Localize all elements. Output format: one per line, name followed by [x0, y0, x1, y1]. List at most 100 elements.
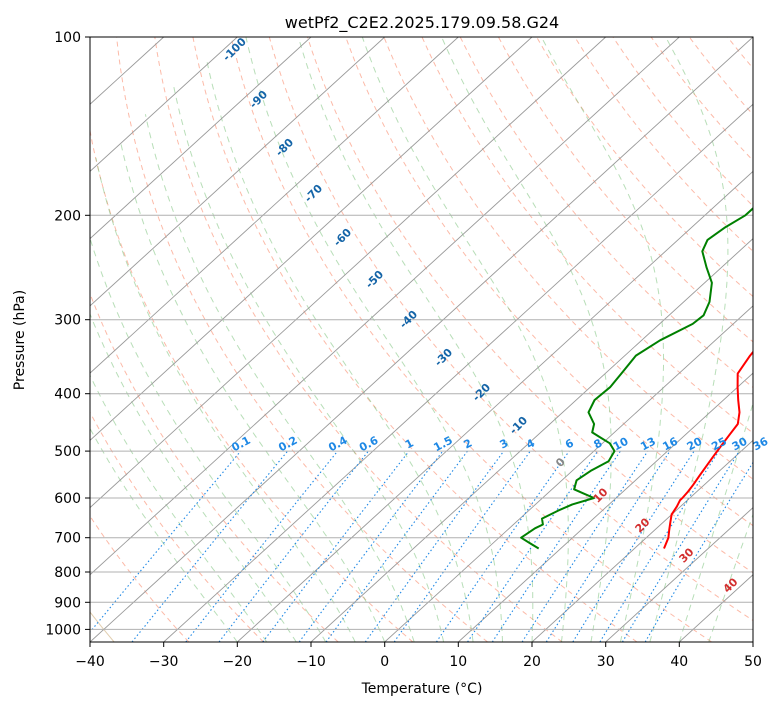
dry-adiabat — [536, 37, 753, 298]
dry-adiabat — [574, 37, 753, 252]
mixing-ratio-label: 3 — [498, 436, 511, 451]
isotherm-label: -70 — [302, 182, 325, 205]
dry-adiabat — [650, 37, 753, 162]
isotherm-label: -60 — [331, 226, 354, 249]
isotherm-label: -80 — [273, 136, 296, 159]
mixing-ratio-label: 1 — [403, 436, 416, 451]
isotherm-line — [163, 103, 753, 642]
moist-adiabat — [245, 37, 503, 642]
moist-adiabat — [361, 37, 569, 642]
y-tick-label: 700 — [54, 531, 81, 547]
x-tick-label: −40 — [75, 654, 105, 670]
mixing-ratio-line — [364, 450, 505, 642]
mixing-ratio-line — [644, 461, 753, 642]
isotherm-label: -50 — [363, 268, 386, 291]
mixing-ratio-line — [262, 450, 410, 642]
pressure-gridlines — [90, 37, 753, 630]
isotherm-label: 20 — [633, 515, 653, 535]
mixing-ratio-line — [218, 450, 369, 642]
dry-adiabat — [727, 37, 753, 70]
y-tick-label: 1000 — [45, 622, 81, 638]
y-tick-label: 600 — [54, 491, 81, 507]
mixing-ratio-label: 25 — [709, 435, 729, 454]
mixing-ratio-line — [185, 450, 339, 642]
dry-adiabat — [90, 515, 190, 642]
background-labels: 0.1 0.2 0.4 0.6 1 1.5 2 3 4 6 8 10 13 16 20 25 30 36-100-… — [220, 35, 770, 596]
moist-adiabat — [119, 141, 386, 642]
dry-adiabat — [90, 128, 414, 642]
y-axis-ticks: 100 200 300 400 500 600 700 800 900 1000 — [45, 30, 90, 638]
isotherm-label: -40 — [397, 308, 420, 331]
isotherm-line — [605, 506, 753, 642]
mixing-ratio-label: 10 — [611, 435, 631, 454]
mixing-ratio-line — [572, 450, 695, 642]
dry-adiabat — [766, 37, 775, 642]
moist-adiabat — [678, 401, 753, 642]
x-tick-label: 20 — [523, 654, 541, 670]
moist-adiabat — [90, 374, 268, 642]
x-tick-label: 10 — [449, 654, 467, 670]
moist-adiabat — [441, 37, 612, 642]
mixing-ratio-line — [298, 450, 444, 642]
isotherm-line — [90, 37, 386, 307]
isotherm-line — [90, 37, 312, 240]
isotherm-line — [457, 372, 753, 642]
x-axis-label: Temperature (°C) — [361, 681, 483, 697]
mixing-ratio-label: 30 — [730, 435, 750, 454]
x-axis-ticks: −40 −30 −20 −10 0 10 20 30 40 50 — [75, 642, 762, 670]
isotherm-line — [90, 37, 753, 642]
moist-adiabat — [172, 83, 445, 642]
mixing-ratio-line — [545, 450, 671, 642]
x-tick-label: 40 — [670, 654, 688, 670]
isotherm-label: -100 — [220, 35, 249, 64]
x-tick-label: −20 — [223, 654, 253, 670]
isotherm-line — [531, 439, 753, 642]
mixing-ratio-line — [325, 450, 468, 642]
y-tick-label: 400 — [54, 387, 81, 403]
moist-adiabat — [297, 37, 534, 642]
isotherm-line — [236, 170, 753, 642]
moist-adiabat — [144, 114, 415, 642]
moist-adiabat — [206, 61, 474, 642]
isotherm-line — [90, 37, 459, 374]
dry-adiabat — [497, 37, 753, 343]
dry-adiabat — [688, 37, 753, 116]
y-tick-label: 900 — [54, 595, 81, 611]
y-tick-label: 500 — [54, 444, 81, 460]
dry-adiabat — [612, 37, 753, 207]
x-tick-label: 0 — [380, 654, 389, 670]
plot-frame — [89, 36, 754, 643]
dry-adiabat — [383, 37, 753, 480]
dry-adiabat — [192, 37, 638, 642]
mixing-ratio-label: 6 — [563, 436, 576, 451]
x-tick-label: 50 — [744, 654, 762, 670]
y-tick-label: 100 — [54, 30, 81, 46]
isotherm-line — [90, 37, 238, 173]
y-axis-label: Pressure (hPa) — [12, 290, 28, 390]
mixing-ratio-label: 13 — [638, 435, 658, 454]
isotherm-label: -10 — [507, 414, 530, 437]
isotherm-label: 30 — [677, 545, 697, 565]
mixing-ratio-line — [131, 450, 289, 642]
mixing-ratio-label: 20 — [685, 435, 705, 454]
mixing-ratio-line — [599, 450, 720, 642]
moist-adiabat — [708, 513, 753, 642]
x-tick-label: −30 — [149, 654, 179, 670]
moist-adiabat — [90, 312, 297, 642]
isotherm-line — [310, 238, 753, 642]
moist-adiabat — [90, 236, 327, 642]
profile-series — [520, 207, 753, 550]
isotherm-line — [90, 37, 680, 576]
mixing-ratio-line — [90, 450, 242, 633]
background-lines — [90, 37, 775, 642]
dewpoint-profile — [520, 207, 753, 550]
x-tick-label: 30 — [597, 654, 615, 670]
isotherm-label: -90 — [247, 88, 270, 111]
isotherm-line — [90, 37, 533, 441]
moist-adiabat — [90, 427, 238, 642]
mixing-ratio-line — [393, 450, 531, 642]
mixing-ratio-label: 36 — [751, 435, 771, 454]
isotherm-line — [752, 641, 753, 642]
isotherm-label: -20 — [470, 381, 493, 404]
